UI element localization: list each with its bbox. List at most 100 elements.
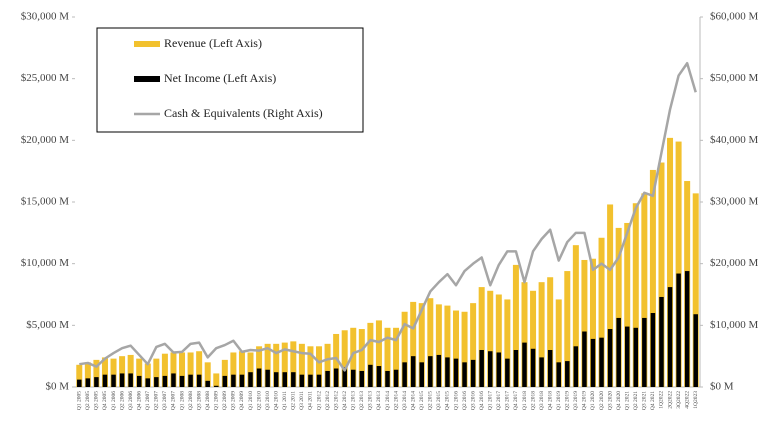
x-tick-label: Q3 2007 [162,391,168,410]
x-tick-label: Q4 2015 [445,391,451,410]
x-tick-label: Q3 2020 [607,391,613,410]
x-tick-label: Q2 2009 [222,391,228,410]
x-tick-label: Q3 2014 [402,391,408,410]
bar [419,362,424,387]
bar [127,354,134,387]
x-tick-label: Q3 2008 [196,391,202,410]
x-tick-label: Q1 2012 [316,391,322,410]
bar [453,358,459,387]
x-tick-label: Q3 2009 [231,391,237,410]
bar [641,193,648,387]
bar [658,162,665,387]
bar [102,374,108,387]
bar [598,237,605,387]
x-tick-label: Q1 2006 [111,391,117,410]
bar [427,298,434,387]
x-tick-label: Q1 2010 [248,391,254,410]
bar [461,311,468,387]
bar [504,299,511,387]
bar [684,271,690,387]
bar [325,370,330,387]
y2-tick-label: $50,000 M [710,72,759,84]
x-tick-label: Q4 2013 [376,391,382,410]
bar [479,350,484,387]
bar [144,363,151,387]
x-tick-label: 1Q2022 [659,391,665,409]
legend-swatch [134,41,160,47]
bar [265,369,270,387]
bar [547,350,553,387]
bar [478,287,485,387]
bar [204,362,211,387]
x-tick-label: Q4 2017 [513,391,519,410]
y-tick-label: $10,000 M [21,257,70,269]
x-tick-label: Q3 2011 [299,391,305,410]
bar [538,282,545,387]
bar [170,352,177,387]
x-tick-label: Q2 2021 [633,391,639,410]
x-tick-label: Q3 2019 [573,391,579,410]
bar [555,299,562,387]
bar [213,373,220,387]
x-tick-label: Q3 2006 [128,391,134,410]
bar [85,378,91,387]
bar [239,374,245,387]
bar [530,348,536,387]
y2-tick-label: $0 M [710,381,734,393]
bar [573,346,579,387]
bar [607,204,614,387]
bar [616,317,621,387]
bar [179,352,186,387]
bar [93,359,100,387]
bar [522,342,527,387]
bar [375,320,382,387]
bar [162,375,168,387]
bar [290,341,297,387]
x-tick-label: Q2 2016 [462,391,468,410]
bar [351,369,356,387]
bar [547,277,554,387]
bar [530,290,537,387]
bar [341,330,348,387]
bar [650,313,656,387]
legend-label: Net Income (Left Axis) [164,71,276,85]
bar [633,327,639,387]
bar [505,358,510,387]
bar [513,350,519,387]
x-tick-label: Q3 2016 [470,391,476,410]
bar [333,368,339,387]
x-tick-label: Q2 2020 [599,391,605,410]
bar [495,294,502,387]
bar [589,258,596,387]
bar [487,290,494,387]
bar [632,203,639,387]
x-tick-label: Q2 2014 [393,391,399,410]
y2-tick-label: $20,000 M [710,257,759,269]
bar [273,343,280,387]
x-tick-label: Q3 2021 [642,391,648,410]
bar [452,310,459,387]
bar [222,375,228,387]
bar [393,327,400,387]
bar [248,372,253,387]
bar [316,346,323,387]
bar [119,373,125,387]
x-tick-label: Q1 2013 [351,391,357,410]
bar [470,359,476,387]
x-tick-label: Q2 2012 [325,391,331,410]
bar [256,346,263,387]
x-tick-label: Q3 2015 [436,391,442,410]
bar [599,337,604,387]
x-tick-label: 1Q2023 [693,391,699,409]
x-tick-label: Q1 2015 [419,391,425,410]
bar [462,362,467,387]
bar [307,346,314,387]
bar [154,377,159,387]
x-tick-label: Q4 2020 [616,391,622,410]
x-tick-label: Q2 2015 [428,391,434,410]
bar [376,366,382,387]
bar [692,193,699,387]
y-tick-label: $5,000 M [26,319,69,331]
x-tick-label: Q1 2018 [522,391,528,410]
bar [77,379,82,387]
